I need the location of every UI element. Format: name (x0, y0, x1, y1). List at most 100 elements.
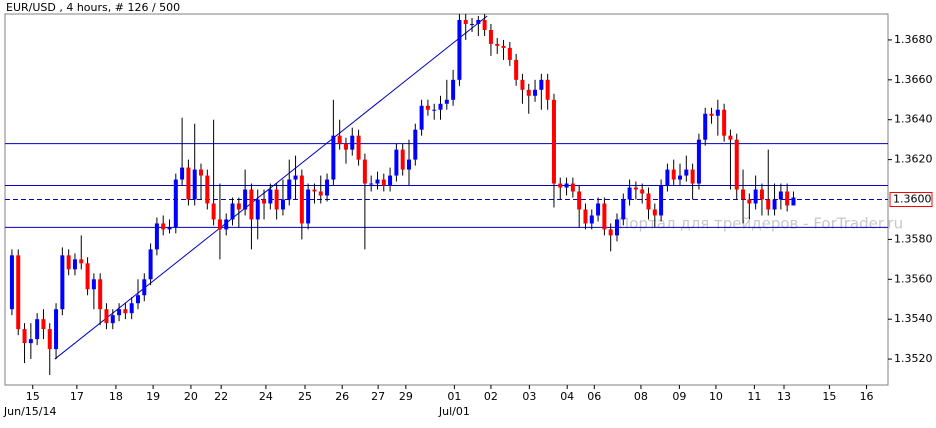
candle-body (703, 113, 708, 140)
x-tick-label: 01 (447, 390, 461, 403)
candle-body (476, 19, 481, 24)
candle-body (470, 23, 475, 25)
candle-body (293, 175, 298, 180)
candle-body (583, 209, 588, 224)
candle-body (419, 105, 424, 130)
candle-body (684, 169, 689, 176)
candle-body (230, 203, 235, 220)
candle-body (551, 99, 556, 184)
chart-title: EUR/USD , 4 hours, # 126 / 500 (6, 1, 180, 14)
y-tick-label: 1.3620 (894, 153, 933, 166)
candle-body (501, 45, 506, 48)
candle-body (41, 319, 46, 330)
x-tick-label: 25 (298, 390, 312, 403)
y-tick-label: 1.3520 (894, 352, 933, 365)
candle-body (268, 189, 273, 204)
candle-body (633, 187, 638, 190)
candle-body (54, 309, 59, 350)
candle-body (192, 169, 197, 200)
candle-body (406, 159, 411, 170)
candle-body (438, 103, 443, 110)
x-tick-label: 13 (777, 390, 791, 403)
candle-body (135, 295, 140, 304)
candle-body (463, 19, 468, 24)
candle-body (60, 255, 65, 310)
price-box (889, 192, 933, 207)
candle-body (66, 255, 71, 270)
x-tick-label: 24 (259, 390, 273, 403)
candle-body (388, 175, 393, 186)
candle-body (520, 79, 525, 90)
candle-body (772, 199, 777, 210)
candle-body (659, 185, 664, 216)
candle-body (741, 189, 746, 200)
candle-body (154, 223, 159, 250)
candle-body (205, 175, 210, 204)
candle-body (243, 189, 248, 210)
candle-body (35, 319, 40, 340)
candle-body (173, 179, 178, 228)
candle-body (709, 113, 714, 116)
candle-body (312, 189, 317, 192)
candle-body (217, 219, 222, 230)
candle-body (306, 189, 311, 224)
trendline (54, 15, 488, 360)
x-tick-label: 09 (672, 390, 686, 403)
candle-body (369, 183, 374, 185)
candle-body (577, 191, 582, 210)
candle-body (457, 19, 462, 80)
watermark: Портал для трейдеров - ForTrader.ru (618, 215, 903, 233)
y-tick-label: 1.3640 (894, 113, 933, 126)
candle-body (526, 89, 531, 96)
x-tick-label: 03 (522, 390, 536, 403)
candle-body (778, 191, 783, 200)
candle-body (715, 109, 720, 116)
plot-layer (5, 14, 888, 376)
candle-body (766, 199, 771, 210)
candle-body (785, 191, 790, 206)
x-tick-label: 15 (26, 390, 40, 403)
x-tick-label: 26 (335, 390, 349, 403)
candle-body (299, 175, 304, 224)
candle-body (539, 79, 544, 90)
x-tick-label: 02 (484, 390, 498, 403)
candle-body (249, 189, 254, 220)
candle-body (646, 193, 651, 210)
candle-body (533, 89, 538, 96)
candle-body (72, 259, 77, 270)
candle-body (98, 279, 103, 310)
x-tick-label: 04 (560, 390, 574, 403)
candle-body (356, 135, 361, 160)
date-label: Jul/01 (438, 405, 470, 418)
candle-body (627, 187, 632, 200)
candle-body (614, 219, 619, 236)
candle-body (343, 143, 348, 150)
candle-body (728, 135, 733, 140)
candle-body (621, 199, 626, 220)
x-tick-label: 29 (399, 390, 413, 403)
candle-body (671, 169, 676, 180)
candle-body (640, 189, 645, 194)
candle-body (129, 303, 134, 314)
candle-body (167, 227, 172, 230)
y-tick-label: 1.3680 (894, 33, 933, 46)
candle-body (413, 129, 418, 160)
x-tick-label: 19 (146, 390, 160, 403)
candle-body (350, 135, 355, 150)
candle-body (22, 329, 27, 344)
x-tick-label: 22 (214, 390, 228, 403)
candle-body (85, 263, 90, 290)
candle-body (381, 179, 386, 186)
candle-body (91, 279, 96, 290)
candle-body (331, 135, 336, 180)
x-tick-label: 20 (184, 390, 198, 403)
y-tick-label: 1.3540 (894, 312, 933, 325)
date-label: Jun/15/14 (3, 405, 57, 418)
candle-body (287, 179, 292, 200)
candle-body (564, 183, 569, 188)
candle-body (325, 179, 330, 196)
candle-body (747, 199, 752, 204)
candle-body (186, 167, 191, 200)
candle-body (690, 169, 695, 184)
